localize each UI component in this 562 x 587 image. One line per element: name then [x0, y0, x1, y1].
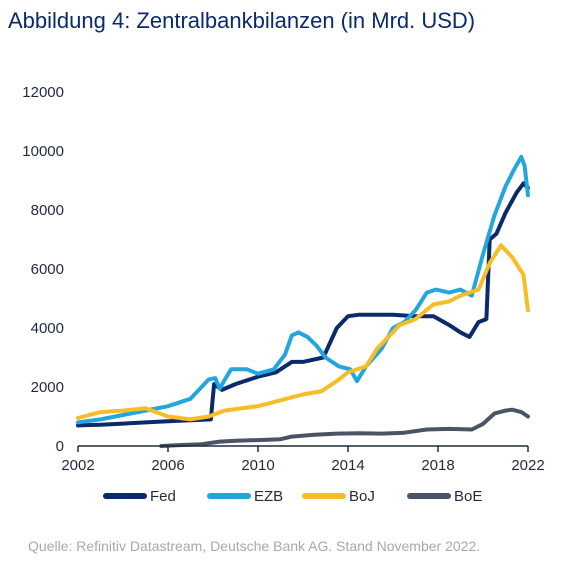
- legend-label: BoJ: [349, 488, 375, 505]
- x-axis-ticks: 2002 2006 2010 2014 2018 2022: [61, 446, 545, 474]
- x-tick-label: 2014: [331, 457, 364, 474]
- x-tick-label: 2006: [151, 457, 184, 474]
- x-tick-label: 2018: [421, 457, 454, 474]
- chart-title: Abbildung 4: Zentralbankbilanzen (in Mrd…: [8, 8, 476, 33]
- y-tick-label: 8000: [31, 202, 64, 219]
- source-note: Quelle: Refinitiv Datastream, Deutsche B…: [28, 538, 481, 554]
- y-axis-ticks: 0 2000 4000 6000 8000 10000 12000: [22, 84, 64, 455]
- y-tick-label: 6000: [31, 261, 64, 278]
- series-line-boe: [159, 407, 530, 448]
- series-line-boj: [76, 243, 530, 422]
- x-tick-label: 2010: [241, 457, 274, 474]
- y-tick-label: 12000: [22, 84, 64, 101]
- x-tick-label: 2022: [511, 457, 544, 474]
- plot-area: 2002 2006 2010 2014 2018 2022 0 2000 4000 6000 80…: [22, 84, 544, 474]
- series-lines: [76, 154, 530, 448]
- series-line-ezb: [76, 154, 530, 425]
- y-tick-label: 10000: [22, 143, 64, 160]
- legend-label: Fed: [150, 488, 176, 505]
- legend: Fed EZB BoJ BoE: [103, 488, 482, 505]
- x-tick-label: 2002: [61, 457, 94, 474]
- series-line-fed: [76, 181, 530, 428]
- y-tick-label: 4000: [31, 320, 64, 337]
- legend-label: BoE: [454, 488, 482, 505]
- y-tick-label: 0: [56, 438, 64, 455]
- legend-label: EZB: [254, 488, 283, 505]
- y-tick-label: 2000: [31, 379, 64, 396]
